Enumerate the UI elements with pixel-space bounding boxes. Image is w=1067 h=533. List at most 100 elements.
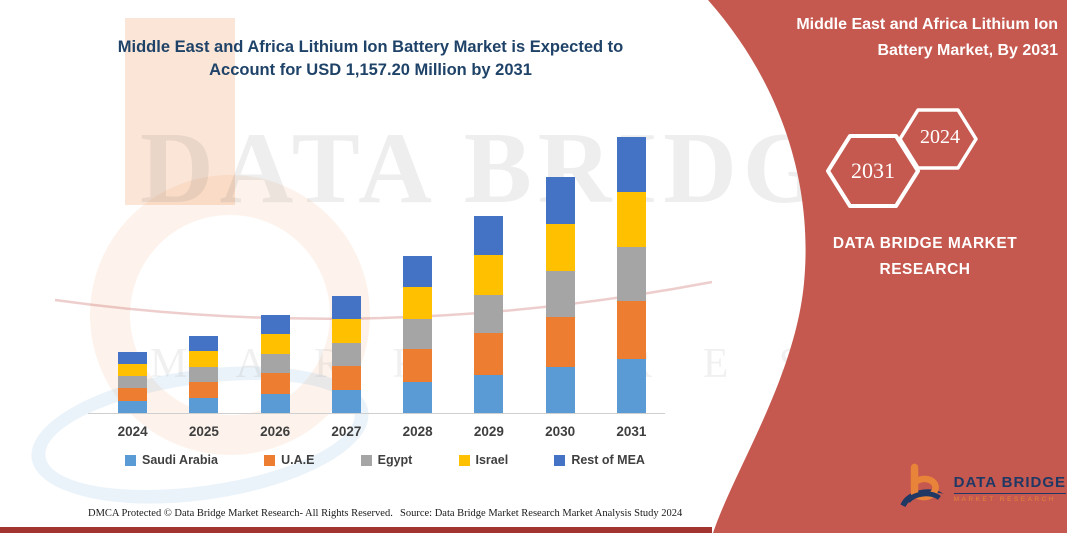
legend-item-egypt: Egypt xyxy=(360,453,413,467)
red-panel-shape xyxy=(708,0,1067,533)
stacked-bar-2027 xyxy=(331,295,361,413)
watermark-text-databridge: DATA BRIDGE xyxy=(140,112,903,225)
chart-title-line1: Middle East and Africa Lithium Ion Batte… xyxy=(117,38,624,56)
bar-segment-2027-u-a-e xyxy=(331,365,361,391)
bar-segment-2028-egypt xyxy=(403,318,433,350)
bar-segment-2028-rest-of-mea xyxy=(403,255,433,288)
stacked-bar-2024 xyxy=(118,352,148,413)
panel-title-line1: Middle East and Africa Lithium Ion xyxy=(796,16,1058,33)
bar-slot-2025 xyxy=(168,137,239,413)
legend-label: Israel xyxy=(475,453,509,467)
bar-slot-2026 xyxy=(240,137,311,413)
panel-title-line2: Battery Market, By 2031 xyxy=(877,42,1058,59)
chart-title: Middle East and Africa Lithium Ion Batte… xyxy=(98,36,643,82)
legend-label: Rest of MEA xyxy=(571,453,645,467)
bar-segment-2025-rest-of-mea xyxy=(189,335,219,352)
bar-segment-2031-u-a-e xyxy=(616,301,646,360)
x-axis-label-2031: 2031 xyxy=(616,424,647,439)
bar-slot-2031 xyxy=(596,137,667,413)
bar-segment-2024-israel xyxy=(118,364,148,377)
legend-swatch xyxy=(458,454,470,466)
bar-segment-2028-saudi-arabia xyxy=(403,382,433,413)
hexagon-2031-label: 2031 xyxy=(851,158,895,183)
hexagon-2024-label: 2024 xyxy=(920,126,960,148)
watermark-logo-stem xyxy=(125,18,235,205)
hexagon-2024 xyxy=(898,108,978,170)
bar-segment-2030-saudi-arabia xyxy=(545,366,575,413)
bar-segment-2027-israel xyxy=(331,319,361,343)
stacked-bar-2029 xyxy=(474,216,504,413)
databridge-logo-icon xyxy=(900,463,944,508)
bar-segment-2026-rest-of-mea xyxy=(260,314,290,335)
x-axis-label-2026: 2026 xyxy=(260,424,291,439)
bar-segment-2026-egypt xyxy=(260,354,290,374)
hexagon-2031 xyxy=(826,134,920,208)
bar-segment-2028-israel xyxy=(403,287,433,319)
bar-segment-2026-israel xyxy=(260,334,290,355)
bar-segment-2031-egypt xyxy=(616,247,646,302)
x-axis-labels: 2024 2025 2026 2027 2028 2029 2030 2031 xyxy=(97,424,667,439)
logo-sub: MARKET RESEARCH xyxy=(953,495,1057,503)
bar-slot-2029 xyxy=(453,137,524,413)
bar-segment-2025-saudi-arabia xyxy=(189,397,219,413)
bar-segment-2029-israel xyxy=(474,255,504,295)
legend-item-israel: Israel xyxy=(458,453,509,467)
chart-title-line2: Account for USD 1,157.20 Million by 2031 xyxy=(209,61,532,79)
bar-segment-2024-egypt xyxy=(118,376,148,389)
legend-label: Saudi Arabia xyxy=(142,453,218,467)
bar-segment-2030-rest-of-mea xyxy=(545,176,575,225)
stacked-bar-2030 xyxy=(545,176,575,413)
brand-line2: RESEARCH xyxy=(879,261,971,278)
bar-segment-2029-egypt xyxy=(474,294,504,334)
x-axis-label-2029: 2029 xyxy=(473,424,504,439)
legend-swatch xyxy=(360,454,372,466)
bars-row xyxy=(97,137,667,413)
bar-segment-2029-saudi-arabia xyxy=(474,374,504,413)
x-axis-label-2025: 2025 xyxy=(188,424,219,439)
logo-text: DATA BRIDGE MARKET RESEARCH xyxy=(953,474,1066,503)
bar-segment-2030-israel xyxy=(545,224,575,272)
legend-label: Egypt xyxy=(377,453,413,467)
bar-segment-2025-israel xyxy=(189,351,219,367)
x-axis-label-2027: 2027 xyxy=(331,424,362,439)
bar-segment-2031-israel xyxy=(616,192,646,248)
bar-segment-2025-u-a-e xyxy=(189,381,219,398)
bar-segment-2031-rest-of-mea xyxy=(616,137,646,193)
bar-segment-2027-saudi-arabia xyxy=(331,390,361,413)
bar-segment-2029-rest-of-mea xyxy=(474,216,504,256)
stacked-bar-2025 xyxy=(189,335,219,413)
bar-segment-2027-rest-of-mea xyxy=(331,295,361,320)
red-panel xyxy=(708,0,1067,533)
bar-segment-2026-u-a-e xyxy=(260,373,290,394)
bar-segment-2025-egypt xyxy=(189,366,219,382)
x-axis-label-2024: 2024 xyxy=(117,424,148,439)
x-axis-label-2030: 2030 xyxy=(545,424,576,439)
stacked-bar-2031 xyxy=(616,137,646,413)
logo-name: DATA BRIDGE xyxy=(953,474,1066,494)
bar-segment-2030-u-a-e xyxy=(545,317,575,367)
legend-item-saudi-arabia: Saudi Arabia xyxy=(125,453,218,467)
legend-item-u-a-e: U.A.E xyxy=(264,453,314,467)
bar-slot-2024 xyxy=(97,137,168,413)
databridge-logo: DATA BRIDGE MARKET RESEARCH xyxy=(898,460,1066,516)
bar-segment-2024-rest-of-mea xyxy=(118,352,148,365)
bar-segment-2028-u-a-e xyxy=(403,349,433,383)
bar-slot-2030 xyxy=(525,137,596,413)
bottom-red-strip xyxy=(0,527,712,533)
bar-segment-2027-egypt xyxy=(331,342,361,366)
bar-segment-2029-u-a-e xyxy=(474,333,504,375)
stacked-bar-2028 xyxy=(403,255,433,413)
legend-swatch xyxy=(554,454,566,466)
bar-segment-2030-egypt xyxy=(545,271,575,318)
footer-source: Source: Data Bridge Market Research Mark… xyxy=(400,508,683,519)
bar-segment-2024-saudi-arabia xyxy=(118,401,148,413)
panel-title: Middle East and Africa Lithium Ion Batte… xyxy=(770,12,1058,64)
x-axis-label-2028: 2028 xyxy=(402,424,433,439)
brand-wordmark: DATA BRIDGE MARKET RESEARCH xyxy=(790,231,1060,283)
footer-copyright: DMCA Protected © Data Bridge Market Rese… xyxy=(88,508,393,519)
bar-slot-2027 xyxy=(311,137,382,413)
legend-swatch xyxy=(264,454,276,466)
bar-segment-2024-u-a-e xyxy=(118,388,148,402)
stacked-bar-2026 xyxy=(260,314,290,413)
